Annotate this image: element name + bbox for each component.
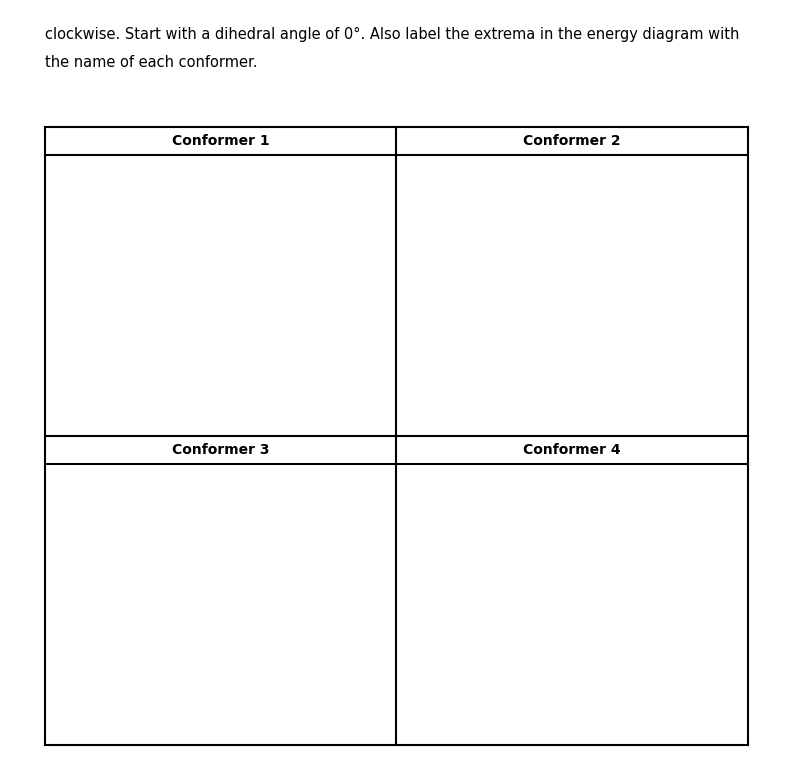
Text: Conformer 1: Conformer 1 [172, 134, 269, 148]
Text: Conformer 3: Conformer 3 [172, 443, 269, 457]
Text: the name of each conformer.: the name of each conformer. [45, 55, 257, 70]
Text: Conformer 4: Conformer 4 [523, 443, 621, 457]
Text: clockwise. Start with a dihedral angle of 0°. Also label the extrema in the ener: clockwise. Start with a dihedral angle o… [45, 27, 739, 42]
Text: Conformer 2: Conformer 2 [523, 134, 621, 148]
